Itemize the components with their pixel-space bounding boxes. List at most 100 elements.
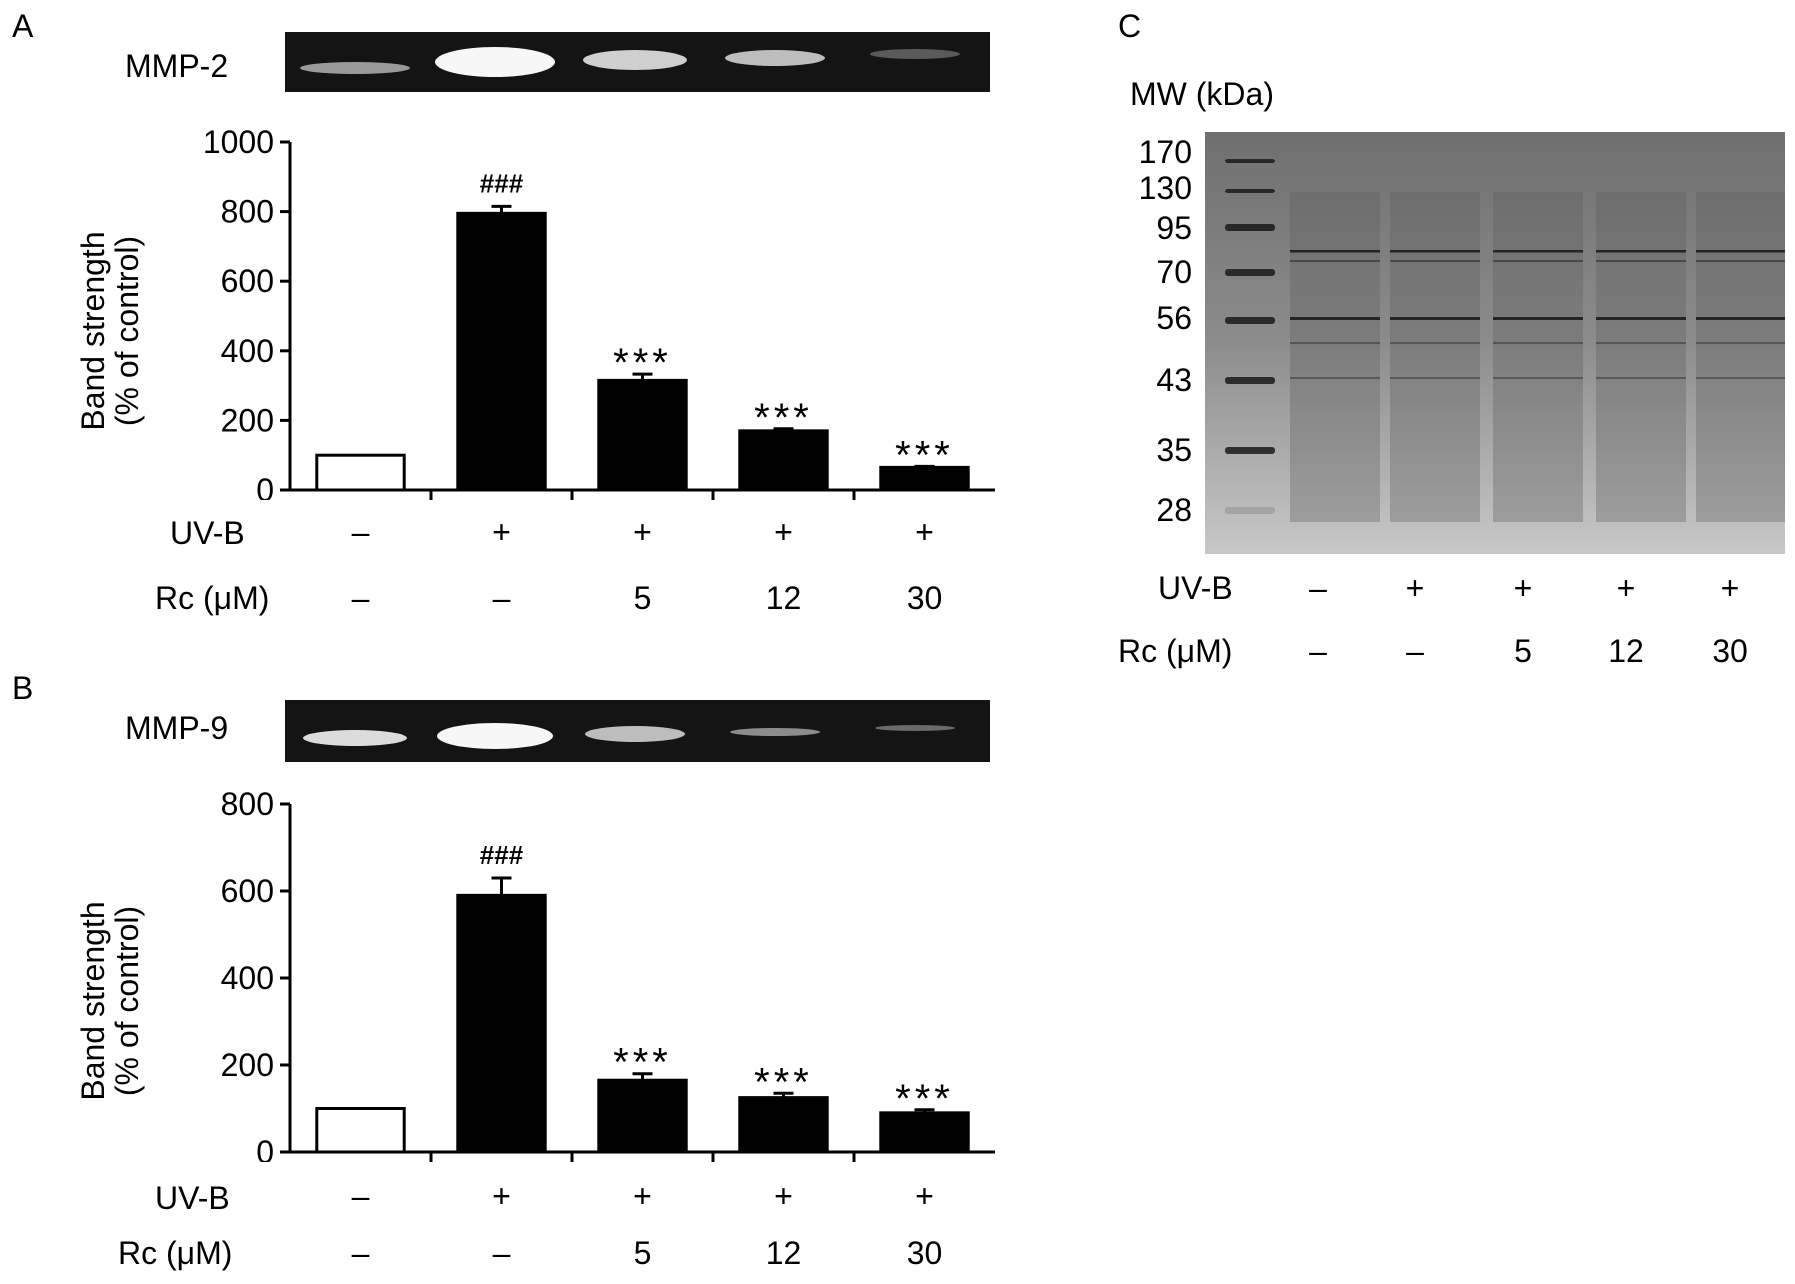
ladder-band: [1225, 317, 1275, 324]
protein-band: [1390, 342, 1480, 344]
ladder-band: [1225, 269, 1275, 276]
chart-b-rc-value: 30: [906, 1235, 943, 1271]
ladder-band: [1225, 507, 1275, 514]
chart-b-ylabel-line2: (% of control): [109, 905, 145, 1097]
chart-c-rc-value: 12: [1608, 633, 1644, 669]
mw-marker-label: 95: [1156, 210, 1192, 246]
chart-a-significance-label: ***: [613, 341, 672, 385]
protein-band: [1596, 260, 1686, 262]
chart-a-y-tick-label: 1000: [203, 124, 274, 160]
chart-b-uvb-value: +: [492, 1178, 511, 1214]
chart-a-uvb-label: UV-B: [170, 515, 245, 551]
ladder-band: [1225, 377, 1275, 384]
gel-band: [730, 728, 820, 736]
chart-a-ylabel-line2: (% of control): [109, 235, 145, 427]
chart-b-rc-value: –: [492, 1235, 511, 1271]
chart-c-uvb-value: +: [1616, 570, 1636, 606]
ladder-band: [1225, 189, 1275, 193]
chart-c-uvb-value: +: [1720, 570, 1740, 606]
gel-background: [1205, 132, 1785, 554]
gel-band: [870, 49, 960, 59]
chart-b-uvb-value: +: [633, 1178, 652, 1214]
chart-a-rc-value: 12: [765, 580, 802, 616]
panel-letter-c: C: [1118, 8, 1142, 44]
mw-marker-label: 70: [1156, 254, 1192, 290]
sample-lanes: [1290, 192, 1785, 522]
mw-marker-label: 56: [1156, 300, 1192, 336]
protein-band: [1493, 377, 1583, 379]
gel-band: [303, 730, 407, 746]
chart-b-bar: [738, 1096, 829, 1154]
ladder-band: [1225, 224, 1275, 231]
protein-band: [1290, 317, 1380, 320]
chart-c-rc-label: Rc (μM): [1118, 633, 1233, 669]
chart-a-y-tick-label: 400: [221, 333, 274, 369]
gel-band: [435, 47, 555, 77]
chart-a-y-tick-label: 200: [221, 402, 274, 438]
protein-band: [1290, 250, 1380, 253]
chart-c-uvb-value: +: [1405, 570, 1425, 606]
chart-b-significance-label: ###: [480, 840, 524, 870]
sample-lane-smear: [1696, 192, 1785, 522]
chart-b-bar: [456, 893, 547, 1154]
coomassie-gel: [1205, 132, 1785, 554]
protein-band: [1493, 342, 1583, 344]
chart-b-y-tick-label: 0: [256, 1134, 274, 1162]
protein-band: [1290, 260, 1380, 262]
chart-b-rc-value: 5: [633, 1235, 652, 1271]
chart-a-uvb-value: +: [492, 514, 511, 550]
protein-band: [1390, 260, 1480, 262]
protein-band: [1596, 250, 1686, 253]
chart-a-rc-label: Rc (μM): [155, 580, 270, 616]
chart-a-significance-label: ***: [754, 396, 813, 440]
chart-c-rc-value: –: [1406, 633, 1424, 669]
chart-b-y-tick-label: 200: [221, 1047, 274, 1083]
chart-b-ylabel: Band strength (% of control): [75, 851, 145, 1151]
chart-a-y-tick-label: 600: [221, 263, 274, 299]
ladder-band: [1225, 447, 1275, 454]
protein-band: [1696, 317, 1785, 320]
chart-c-uvb-value: +: [1513, 570, 1533, 606]
chart-a-bar: [315, 453, 406, 492]
chart-c-rc-value: 5: [1514, 633, 1532, 669]
protein-band: [1596, 342, 1686, 344]
chart-a-ylabel: Band strength (% of control): [75, 181, 145, 481]
protein-band: [1596, 377, 1686, 379]
chart-a-ylabel-line1: Band strength: [75, 231, 111, 431]
chart-a-uvb-value: +: [915, 514, 934, 550]
chart-b-rc-value: 12: [765, 1235, 802, 1271]
zymogram-mmp2: [285, 32, 990, 92]
sample-lane-smear: [1290, 192, 1380, 522]
chart-a-y-tick-label: 0: [256, 472, 274, 500]
panel-letter-a: A: [12, 8, 34, 44]
protein-band: [1696, 342, 1785, 344]
chart-c-rc-value: –: [1309, 633, 1327, 669]
panel-letter-b: B: [12, 670, 34, 706]
sample-lane-smear: [1596, 192, 1686, 522]
chart-c-uvb-label: UV-B: [1158, 570, 1233, 606]
chart-c-uvb-value: –: [1309, 570, 1327, 606]
chart-b-bar: [879, 1111, 970, 1154]
gel-band: [585, 726, 685, 742]
chart-b-ylabel-line1: Band strength: [75, 901, 111, 1101]
chart-a-y-tick-label: 800: [221, 194, 274, 230]
chart-b-uvb-value: +: [774, 1178, 793, 1214]
chart-b-y-tick-label: 400: [221, 960, 274, 996]
gel-band: [300, 62, 410, 74]
mw-marker-label: 35: [1156, 432, 1192, 468]
protein-band: [1290, 342, 1380, 344]
chart-a-rc-value: 30: [906, 580, 943, 616]
bar-chart-mmp9: 0 200 400 600 800 ### *** *** ***: [221, 786, 995, 1162]
ladder-lane: [1225, 159, 1275, 514]
chart-b-rc-value: –: [351, 1235, 370, 1271]
chart-b-y-tick-label: 800: [221, 786, 274, 822]
protein-band: [1390, 250, 1480, 253]
chart-b-y-tick-label: 600: [221, 873, 274, 909]
chart-a-significance-label: ***: [895, 433, 954, 477]
chart-b-uvb-value: +: [915, 1178, 934, 1214]
mw-marker-label: 28: [1156, 492, 1192, 528]
mw-marker-label: 170: [1138, 134, 1192, 170]
chart-a-uvb-value: +: [633, 514, 652, 550]
bar-chart-mmp2: 0 200 400 600 800 1000 ### *** *** ***: [203, 124, 995, 500]
chart-a-significance-label: ###: [480, 168, 524, 198]
